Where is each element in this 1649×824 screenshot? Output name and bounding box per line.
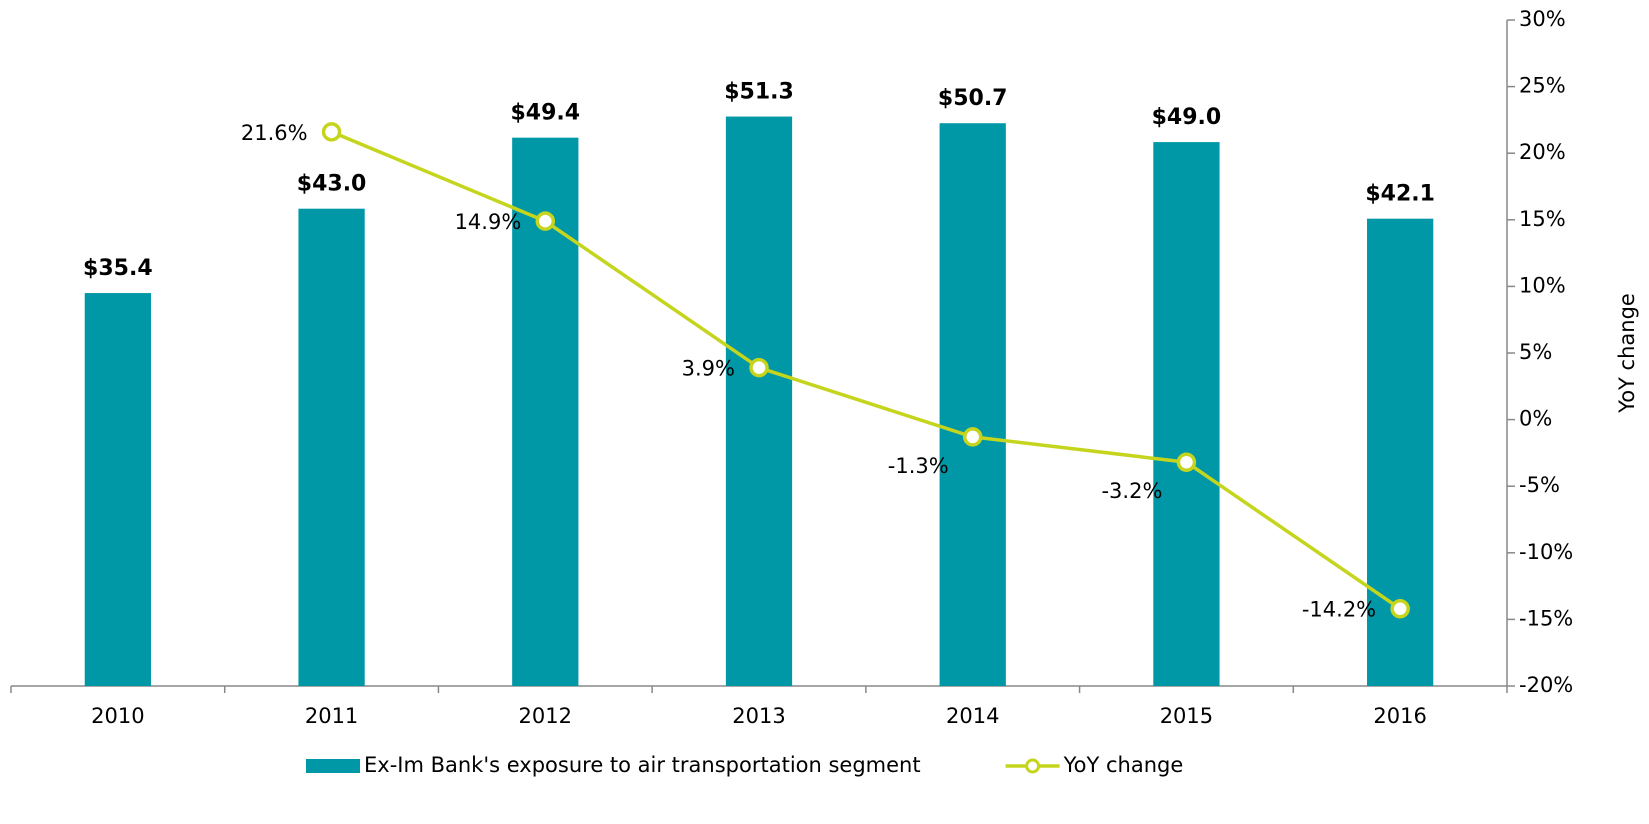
bar-value-label: $49.4 — [510, 101, 580, 126]
line-marker — [962, 427, 983, 447]
y2-tick-label: -15% — [1519, 606, 1573, 630]
bar — [84, 293, 151, 686]
y2-tick-label: 20% — [1519, 140, 1566, 164]
x-tick-label: 2011 — [305, 704, 358, 728]
line-value-label: 21.6% — [241, 121, 308, 145]
bar-value-label: $50.7 — [938, 86, 1008, 111]
bar-value-label: $43.0 — [297, 172, 367, 197]
line-marker — [1176, 452, 1197, 472]
line-marker — [321, 122, 342, 142]
y2-tick-label: 25% — [1519, 74, 1566, 98]
y2-axis-label: YoY change — [1615, 293, 1639, 414]
y2-tick-label: 5% — [1519, 340, 1552, 364]
line-value-label: -3.2% — [1101, 479, 1162, 503]
bar-value-label: $35.4 — [83, 256, 153, 281]
line-value-label: 3.9% — [682, 357, 735, 381]
line-value-label: 14.9% — [455, 210, 522, 234]
x-tick-label: 2013 — [732, 704, 785, 728]
line-marker — [749, 357, 769, 378]
line-marker — [1390, 598, 1410, 619]
x-tick-label: 2016 — [1373, 704, 1426, 728]
bar — [725, 116, 793, 686]
bar-value-label: $42.1 — [1365, 182, 1435, 207]
bar — [939, 123, 1006, 687]
line-value-label: -1.3% — [888, 454, 949, 478]
legend-swatch — [1025, 758, 1041, 774]
line — [330, 130, 1402, 611]
legend-label: Ex-Im Bank's exposure to air transportat… — [364, 753, 921, 777]
bar — [1153, 142, 1220, 687]
y2-tick-label: 30% — [1519, 7, 1566, 31]
bar-value-label: $51.3 — [724, 80, 794, 105]
y2-tick-label: -10% — [1519, 540, 1573, 564]
bar-value-label: $49.0 — [1152, 105, 1222, 130]
x-tick-label: 2015 — [1160, 704, 1213, 728]
legend-label: YoY change — [1063, 753, 1184, 777]
legend-swatch — [306, 759, 360, 773]
x-tick-label: 2010 — [91, 704, 144, 728]
y2-tick-label: 0% — [1519, 407, 1552, 431]
x-tick-label: 2014 — [946, 704, 999, 728]
y2-tick-label: -20% — [1519, 673, 1573, 697]
line-value-label: -14.2% — [1302, 598, 1376, 622]
y2-tick-label: 15% — [1519, 207, 1566, 231]
y2-tick-label: 10% — [1519, 273, 1566, 297]
bar — [298, 208, 365, 686]
y2-tick-label: -5% — [1519, 473, 1560, 497]
line-marker — [535, 211, 556, 231]
x-tick-label: 2012 — [519, 704, 572, 728]
